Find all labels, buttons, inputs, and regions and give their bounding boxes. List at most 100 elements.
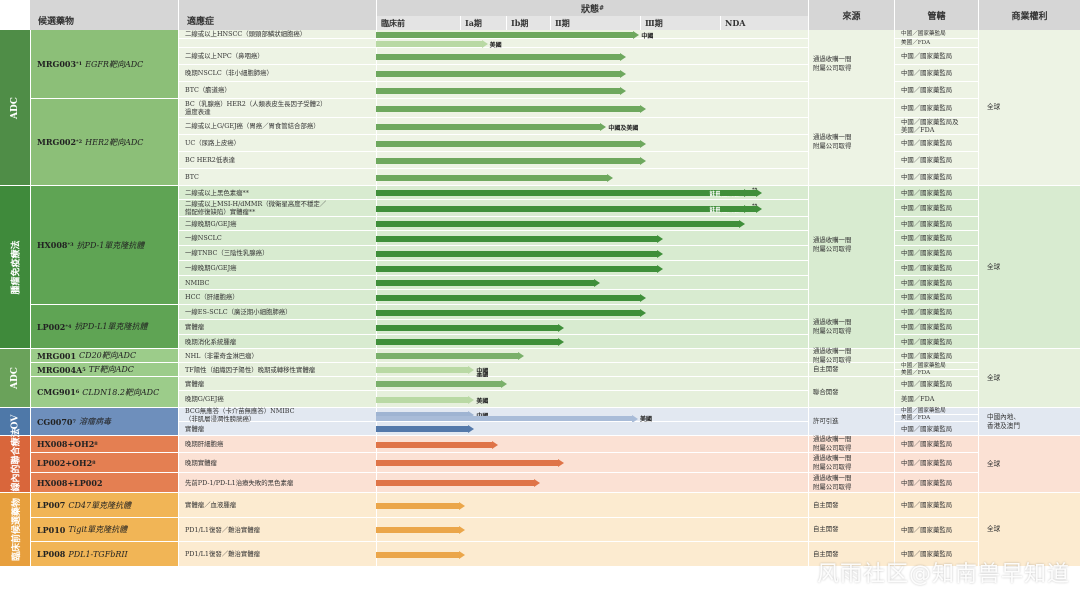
- drug-name: LP002: [37, 321, 66, 332]
- header-phase-0: 臨床前: [376, 16, 460, 30]
- header-regulator: 管轄: [894, 0, 978, 30]
- regulator-cell: 中國／國家藥監局: [894, 135, 978, 152]
- drug-cell-4: MRG001 CD20靶向ADC: [30, 349, 178, 363]
- indication-row: 先前PD-1/PD-L1治療失敗的黑色素瘤: [178, 473, 376, 493]
- category-0: ADC: [0, 30, 30, 186]
- nda-bar: [720, 204, 750, 213]
- drug-target: Tigit單克隆抗體: [68, 525, 128, 534]
- source-cell: 自主開發: [808, 542, 894, 567]
- source-cell: 許可引進: [808, 408, 894, 436]
- category-1: 腫瘤免疫療法: [0, 186, 30, 349]
- rights-cell: 中國內地、 香港及澳門: [978, 408, 1080, 436]
- rights-cell: 全球: [978, 186, 1080, 349]
- indication-row: 一線TNBC（三陰性乳腺癌）: [178, 246, 376, 261]
- drug-sup: 6: [75, 389, 80, 395]
- status-bar: [376, 220, 745, 228]
- status-label-2: 美國: [476, 371, 488, 380]
- regulator-cell: 中國／國家藥監局: [894, 290, 978, 305]
- drug-cell-2: HX008 *3 抗PD-1單克隆抗體: [30, 186, 178, 305]
- drug-cell-13: LP008 PDL1-TGFbRII: [30, 542, 178, 567]
- indication-row: BC（乳腺癌）HER2（人類表皮生長因子受體2） 過度表達: [178, 99, 376, 118]
- status-bar: [376, 459, 563, 467]
- regulator-cell: 中國／國家藥監局: [894, 305, 978, 320]
- drug-cell-6: CMG901 6 CLDN18.2靶向ADC: [30, 377, 178, 408]
- regulator-cell: 中國／國家藥監局: [894, 169, 978, 186]
- header-phase-1: Ⅰa期: [460, 16, 506, 30]
- regulator-cell: 中國／國家藥監局: [894, 408, 978, 415]
- source-cell: 聯合開發: [808, 377, 894, 408]
- source-cell: 通過收購一間 附屬公司取得: [808, 30, 894, 99]
- status-bar: [376, 122, 607, 131]
- regulator-cell: 中國／國家藥監局: [894, 335, 978, 349]
- regulator-cell: 美國／FDA: [894, 39, 978, 48]
- indication-row: 二線或以上HNSCC（頭頸部鱗狀細胞癌）: [178, 30, 376, 39]
- drug-cell-3: LP002 *4 抗PD-L1單克隆抗體: [30, 305, 178, 349]
- status-bar: [376, 380, 508, 388]
- regulator-cell: 中國／國家藥監局: [894, 82, 978, 99]
- category-5: 臨床前候選藥物: [0, 493, 30, 567]
- status-bar: [376, 39, 488, 48]
- indication-row: BTC（膽道癌）: [178, 82, 376, 99]
- category-label: 管線內的聯合療法: [11, 427, 22, 501]
- regulator-cell: 美國／FDA: [894, 370, 978, 377]
- regulator-cell: 中國／國家藥監局: [894, 363, 978, 370]
- status-bar: [376, 234, 662, 243]
- regulator-cell: 中國／國家藥監局: [894, 542, 978, 567]
- status-bar: [376, 411, 475, 419]
- category-label: 臨床前候選藥物: [11, 497, 22, 562]
- drug-sup: 8: [92, 459, 96, 466]
- drug-name: LP010: [37, 524, 66, 535]
- drug-name: LP008: [37, 549, 66, 559]
- status-bar: [376, 139, 646, 148]
- category-2: ADC: [0, 349, 30, 408]
- source-cell: 通過收購一間 附屬公司取得: [808, 99, 894, 186]
- indication-row: NHL（非霍奇金淋巴瘤）: [178, 349, 376, 363]
- regulator-cell: 中國／國家藥監局: [894, 377, 978, 391]
- drug-cell-1: MRG002 *2 HER2靶向ADC: [30, 99, 178, 186]
- drug-target: PDL1-TGFbRII: [68, 549, 128, 559]
- category-label: ADC: [9, 96, 20, 119]
- indication-row: 晚期NSCLC（非小細胞肺癌）: [178, 65, 376, 82]
- drug-cell-5: MRG004A 5 TF靶向ADC: [30, 363, 178, 377]
- drug-sup: 8: [94, 441, 98, 447]
- regulator-cell: 中國／國家藥監局: [894, 349, 978, 363]
- status-bar-2: [376, 415, 638, 423]
- status-bar: [376, 86, 627, 95]
- status-bar: [376, 352, 524, 360]
- regulator-cell: 美國／FDA: [894, 415, 978, 422]
- rights-cell: 全球: [978, 436, 1080, 493]
- status-label: 中國及美國: [608, 124, 639, 132]
- header-phase-2: Ⅰb期: [506, 16, 550, 30]
- nda-bar: [720, 189, 750, 197]
- status-bar: [376, 30, 640, 39]
- drug-name: CMG901: [37, 387, 76, 397]
- drug-cell-10: HX008+LP002: [30, 473, 178, 493]
- regulator-cell: 中國／國家藥監局: [894, 65, 978, 82]
- drug-cell-7: CG0070 7 溶瘤病毒: [30, 408, 178, 436]
- status-bar: [376, 425, 475, 433]
- drug-sup: *1: [76, 61, 83, 67]
- status-bar: [376, 526, 464, 534]
- indication-row: BCG無應答（卡介苗無應答）NMIBC （非肌層浸潤性膀胱癌）: [178, 407, 376, 423]
- indication-row: 二線或以上MSI-H/dMMR（微衛星高度不穩定／ 錯配修復缺陷）實體瘤**: [178, 200, 376, 217]
- drug-target: 抗PD-L1單克隆抗體: [74, 322, 148, 331]
- status-label: 美國: [476, 397, 489, 405]
- nda-note: **: [752, 202, 758, 209]
- indication-row: 一線ES-SCLC（廣泛期小細胞肺癌）: [178, 305, 376, 320]
- source-cell: 自主開發: [808, 518, 894, 542]
- category-label: OV: [9, 414, 20, 429]
- indication-row: BTC: [178, 169, 376, 186]
- status-bar: [376, 279, 600, 287]
- indication-row: PD1/L1復發／難治實體瘤: [178, 542, 376, 567]
- drug-name: MRG001: [37, 350, 77, 361]
- regulator-cell: 中國／國家藥監局: [894, 493, 978, 518]
- status-bar: [376, 293, 646, 302]
- header-source: 來源: [808, 0, 894, 30]
- rights-cell: 全球: [978, 349, 1080, 408]
- status-bar: [376, 249, 662, 258]
- header-indication: 適應症: [178, 0, 376, 30]
- regulator-cell: 中國／國家藥監局: [894, 99, 978, 118]
- category-3: OV: [0, 408, 30, 436]
- category-label: ADC: [9, 367, 20, 389]
- drug-target: CD47單克隆抗體: [68, 500, 132, 510]
